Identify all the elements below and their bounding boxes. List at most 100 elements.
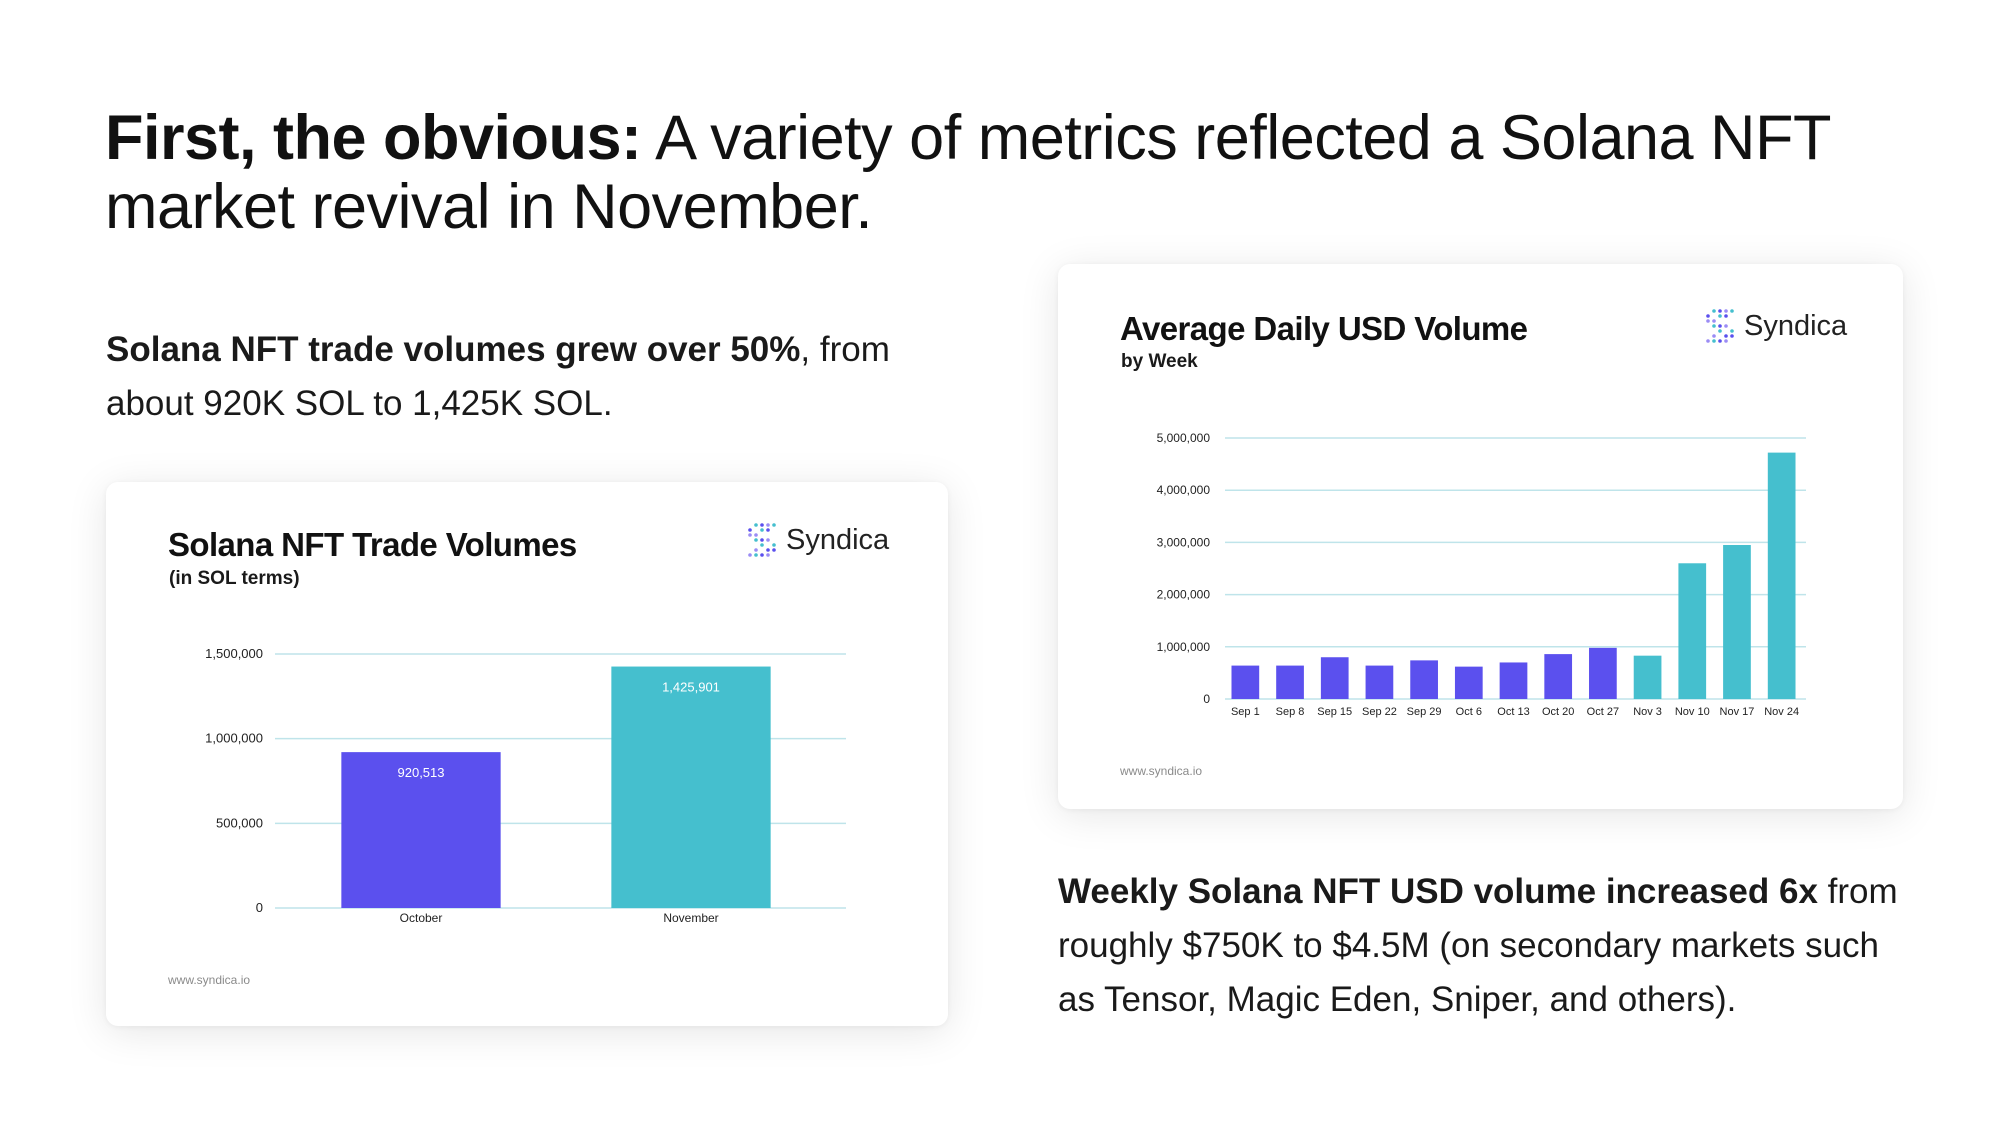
syndica-logo-icon (1706, 309, 1734, 343)
usd-volume-bold: Weekly Solana NFT USD volume increased 6… (1058, 872, 1818, 911)
logo-dot (1724, 334, 1728, 338)
bar (1633, 655, 1662, 699)
logo-dot (766, 553, 770, 557)
x-tick-label: Oct 20 (1542, 706, 1574, 718)
bar (1276, 665, 1304, 699)
logo-dot (766, 548, 770, 552)
y-tick-label: 1,000,000 (205, 731, 263, 746)
logo-dot (754, 553, 758, 557)
logo-dot (1706, 339, 1710, 343)
chart-subtitle: by Week (1121, 351, 1198, 372)
x-tick-label: Sep 1 (1231, 706, 1260, 718)
bar (341, 752, 501, 908)
bar (1499, 662, 1528, 699)
logo-dot (772, 543, 776, 547)
syndica-logo-icon (748, 523, 776, 557)
x-tick-label: Nov 24 (1764, 706, 1799, 718)
logo-dot (1712, 309, 1716, 313)
x-tick-label: Oct 13 (1497, 706, 1529, 718)
logo-dot (772, 523, 776, 527)
logo-dot (754, 523, 758, 527)
logo-dot (754, 548, 758, 552)
x-tick-label: Sep 22 (1362, 706, 1397, 718)
logo-dot (766, 528, 770, 532)
usd-volume-card: Average Daily USD Volume by Week Syndica… (1058, 264, 1903, 809)
x-tick-label: Oct 6 (1456, 706, 1482, 718)
y-tick-label: 3,000,000 (1157, 535, 1211, 549)
bar (1365, 665, 1394, 699)
bar (1767, 452, 1796, 699)
x-tick-label: Nov 3 (1633, 706, 1662, 718)
syndica-logo: Syndica (746, 522, 889, 558)
logo-dot (1724, 309, 1728, 313)
headline-bold: First, the obvious: (105, 103, 642, 173)
logo-dot (1712, 324, 1716, 328)
data-label: 920,513 (398, 765, 445, 780)
headline-rest: A variety of metrics reflected a Solana … (105, 103, 1830, 242)
bar (611, 666, 771, 908)
bar (1589, 647, 1617, 699)
logo-dot (1712, 319, 1716, 323)
logo-dot (760, 543, 764, 547)
x-tick-label: Sep 8 (1276, 706, 1305, 718)
chart-subtitle: (in SOL terms) (169, 568, 300, 589)
x-tick-label: Oct 27 (1587, 706, 1619, 718)
logo-dot (1718, 314, 1722, 318)
chart-title: Average Daily USD Volume (1120, 310, 1528, 347)
logo-dot (1712, 339, 1716, 343)
bar (1454, 666, 1483, 699)
logo-dot (1724, 324, 1728, 328)
logo-dot (760, 553, 764, 557)
bar (1320, 657, 1349, 699)
logo-dot (754, 533, 758, 537)
x-tick-label: November (663, 911, 718, 925)
logo-dot (748, 533, 752, 537)
usd-volume-chart: 0 1,000,000 2,000,000 3,000,000 4,000,000 5,0… (1157, 431, 1806, 718)
logo-dot (760, 528, 764, 532)
logo-dot (1730, 334, 1734, 338)
logo-dot (1718, 339, 1722, 343)
bar (1678, 563, 1707, 699)
syndica-logo: Syndica (1704, 308, 1847, 344)
sol-trade-volumes-card: Solana NFT Trade Volumes (in SOL terms) … (106, 482, 948, 1026)
y-tick-label: 1,500,000 (205, 646, 263, 661)
usd-volume-rest: from roughly $750K to $4.5M (on secondar… (1058, 872, 1898, 1019)
logo-dot (1718, 329, 1722, 333)
brand-name: Syndica (1744, 309, 1848, 342)
sol-trade-volumes-chart: 0 500,000 1,000,000 1,500,000 920,513 October… (205, 646, 846, 925)
logo-dot (766, 523, 770, 527)
logo-dot (1730, 309, 1734, 313)
chart-title: Solana NFT Trade Volumes (168, 526, 577, 563)
bar (1231, 665, 1260, 699)
logo-dot (1730, 329, 1734, 333)
x-tick-label: October (400, 911, 443, 925)
y-tick-label: 5,000,000 (1157, 431, 1211, 445)
logo-dot (1706, 319, 1710, 323)
logo-dot (1718, 309, 1722, 313)
bar (1544, 654, 1573, 699)
logo-dot (1718, 324, 1722, 328)
logo-dot (1724, 314, 1728, 318)
bar (1410, 660, 1438, 699)
logo-dot (748, 553, 752, 557)
volume-growth-rest: , from about 920K SOL to 1,425K SOL. (106, 330, 890, 423)
logo-dot (748, 528, 752, 532)
y-tick-label: 2,000,000 (1157, 588, 1211, 602)
x-tick-label: Nov 17 (1720, 706, 1755, 718)
data-label: 1,425,901 (662, 680, 720, 695)
x-tick-label: Sep 15 (1317, 706, 1352, 718)
logo-dot (1712, 334, 1716, 338)
source-url: www.syndica.io (1120, 764, 1203, 778)
logo-dot (754, 538, 758, 542)
usd-volume-paragraph: Weekly Solana NFT USD volume increased 6… (1058, 865, 1918, 1027)
bar (1723, 545, 1751, 699)
y-tick-label: 0 (1203, 692, 1210, 706)
y-tick-label: 500,000 (216, 815, 263, 830)
y-tick-label: 1,000,000 (1157, 640, 1211, 654)
logo-dot (1724, 339, 1728, 343)
logo-dot (760, 523, 764, 527)
headline: First, the obvious: A variety of metrics… (105, 104, 1885, 242)
logo-dot (760, 538, 764, 542)
logo-dot (1706, 314, 1710, 318)
logo-dot (766, 538, 770, 542)
